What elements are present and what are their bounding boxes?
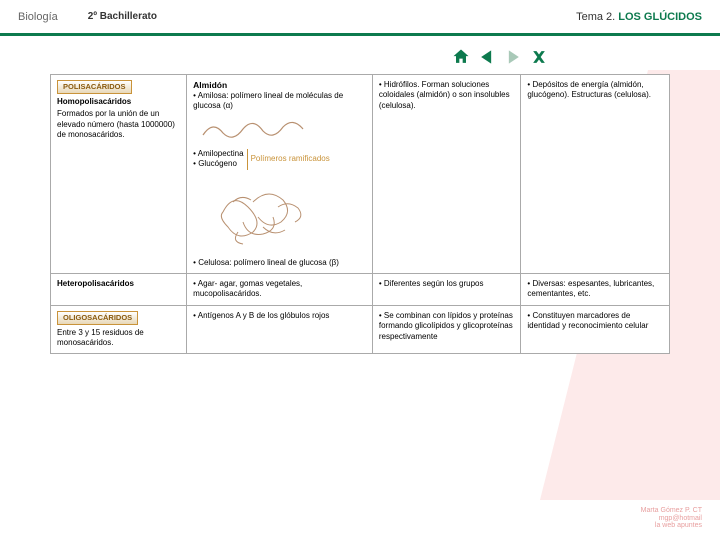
cell-almidon: Almidón • Amilosa: polímero lineal de mo… [187,75,373,274]
glucogeno: Glucógeno [198,159,237,168]
almidon-head: Almidón [193,80,366,91]
nav-toolbar [0,46,720,68]
home-icon [451,47,471,67]
footer-l1: Marta Gómez P. CT [641,507,702,515]
cell-depositos: • Depósitos de energía (almidón, glucóge… [521,75,670,274]
table-row: POLISACÁRIDOS Homopolisacáridos Formados… [51,75,670,274]
amilosa-bullet: • Amilosa: polímero lineal de moléculas … [193,91,366,112]
homopoli-head: Homopolisacáridos [57,97,180,107]
home-button[interactable] [450,46,472,68]
prev-button[interactable] [476,46,498,68]
amilopectina: Amilopectina [198,149,244,158]
hidrofilos-text: Hidrófilos. Forman soluciones coloidales… [379,80,510,110]
diferentes-text: Diferentes según los grupos [384,279,484,288]
next-button[interactable] [502,46,524,68]
footer-credits: Marta Gómez P. CT mgp@hotmail la web apu… [641,507,702,530]
diversas-text: Diversas: espesantes, lubricantes, cemen… [527,279,654,298]
bracket: • Amilopectina • Glucógeno [193,149,247,170]
hetero-head: Heteropolisacáridos [57,279,134,288]
subject-label: Biología [18,11,58,23]
topic-label: Tema 2. LOS GLÚCIDOS [576,11,702,23]
footer-l3: la web apuntes [641,522,702,530]
badge-oligosacaridos: OLIGOSACÁRIDOS [57,311,138,325]
cell-polisacaridos: POLISACÁRIDOS Homopolisacáridos Formados… [51,75,187,274]
cell-combinan: • Se combinan con lípidos y proteínas fo… [372,305,521,354]
oligo-body: Entre 3 y 15 residuos de monosacáridos. [57,328,180,349]
cell-oligo: OLIGOSACÁRIDOS Entre 3 y 15 residuos de … [51,305,187,354]
prev-icon [477,47,497,67]
footer-l2: mgp@hotmail [641,515,702,523]
cell-hidrofilos: • Hidrófilos. Forman soluciones coloidal… [372,75,521,274]
badge-polisacaridos: POLISACÁRIDOS [57,80,132,94]
cell-hetero: Heteropolisacáridos [51,274,187,306]
celulosa-text: Celulosa: polímero lineal de glucosa (β) [198,258,339,267]
agar-text: Agar- agar, gomas vegetales, mucopolisac… [193,279,302,298]
level-label: 2º Bachillerato [88,11,157,22]
cell-agar: • Agar- agar, gomas vegetales, mucopolis… [187,274,373,306]
antigenos-text: Antígenos A y B de los glóbulos rojos [198,311,330,320]
close-button[interactable] [528,46,550,68]
topic-title: LOS GLÚCIDOS [618,11,702,23]
glucidos-table: POLISACÁRIDOS Homopolisacáridos Formados… [50,74,670,354]
ramificados-diagram [193,172,366,252]
amilosa-text: Amilosa: polímero lineal de moléculas de… [193,91,343,110]
combinan-text: Se combinan con lípidos y proteínas form… [379,311,513,341]
header-left: Biología 2º Bachillerato [18,11,157,23]
cell-antigenos: • Antígenos A y B de los glóbulos rojos [187,305,373,354]
cell-diferentes: • Diferentes según los grupos [372,274,521,306]
homopoli-body: Formados por la unión de un elevado núme… [57,109,180,140]
depositos-text: Depósitos de energía (almidón, glucógeno… [527,80,651,99]
cell-marcadores: • Constituyen marcadores de identidad y … [521,305,670,354]
close-icon [529,47,549,67]
celulosa-bullet: • Celulosa: polímero lineal de glucosa (… [193,258,366,268]
header-bar: Biología 2º Bachillerato Tema 2. LOS GLÚ… [0,0,720,36]
ramificados-label: Polímeros ramificados [251,154,330,164]
table-row: OLIGOSACÁRIDOS Entre 3 y 15 residuos de … [51,305,670,354]
cell-diversas: • Diversas: espesantes, lubricantes, cem… [521,274,670,306]
table-row: Heteropolisacáridos • Agar- agar, gomas … [51,274,670,306]
topic-prefix: Tema 2. [576,11,618,23]
ramificados-group: • Amilopectina • Glucógeno Polímeros ram… [193,149,366,170]
marcadores-text: Constituyen marcadores de identidad y re… [527,311,648,330]
content-area: POLISACÁRIDOS Homopolisacáridos Formados… [50,74,670,354]
amilosa-diagram [193,115,366,143]
next-icon [503,47,523,67]
